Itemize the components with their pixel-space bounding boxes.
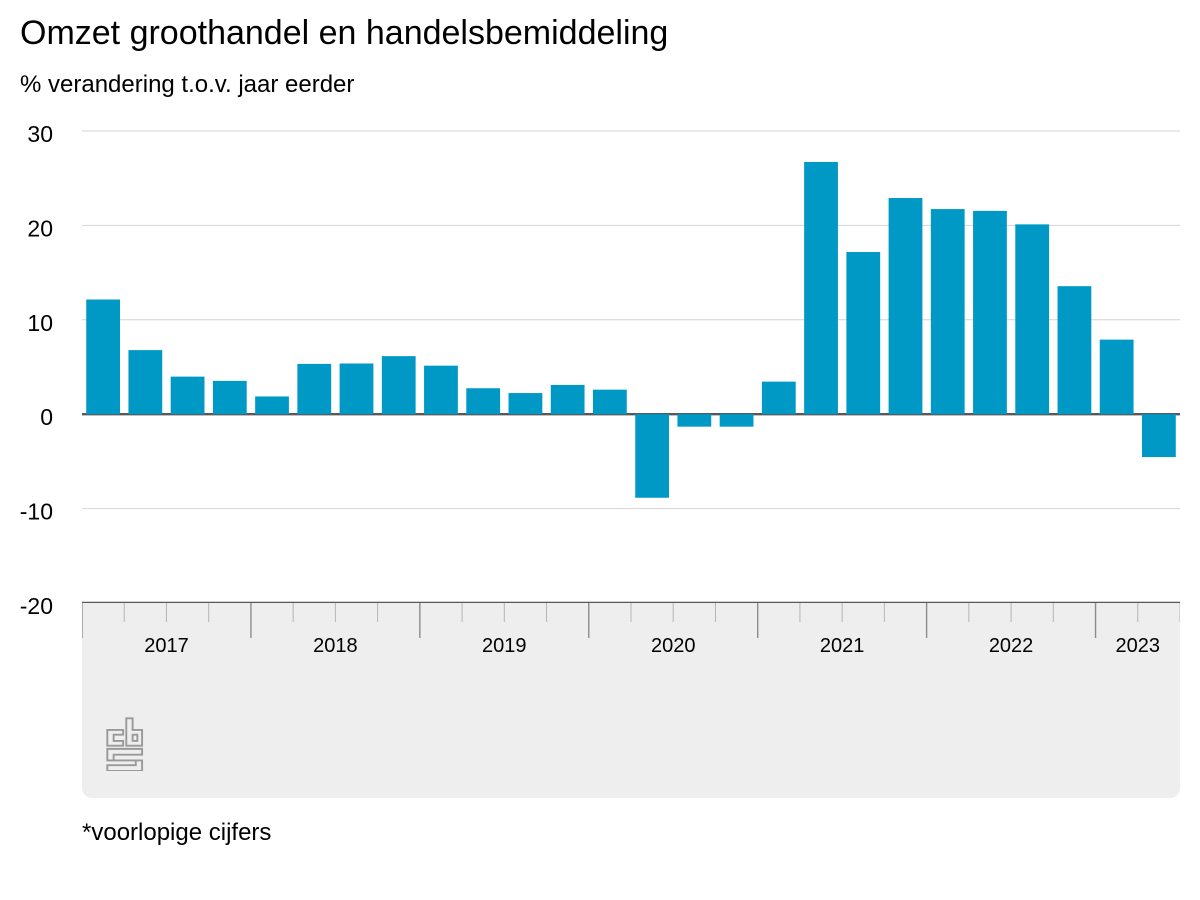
- svg-text:0: 0: [40, 404, 53, 430]
- svg-text:-10: -10: [20, 499, 53, 525]
- svg-text:2018: 2018: [313, 635, 358, 657]
- svg-text:2017: 2017: [144, 635, 189, 657]
- svg-text:20: 20: [27, 215, 53, 241]
- svg-text:30: 30: [27, 121, 53, 147]
- svg-text:10: 10: [27, 310, 53, 336]
- svg-text:2019: 2019: [482, 635, 527, 657]
- svg-text:2020: 2020: [651, 635, 696, 657]
- svg-text:2023: 2023: [1116, 635, 1161, 657]
- svg-text:2022: 2022: [989, 635, 1034, 657]
- svg-text:-20: -20: [20, 593, 53, 619]
- svg-text:2021: 2021: [820, 635, 865, 657]
